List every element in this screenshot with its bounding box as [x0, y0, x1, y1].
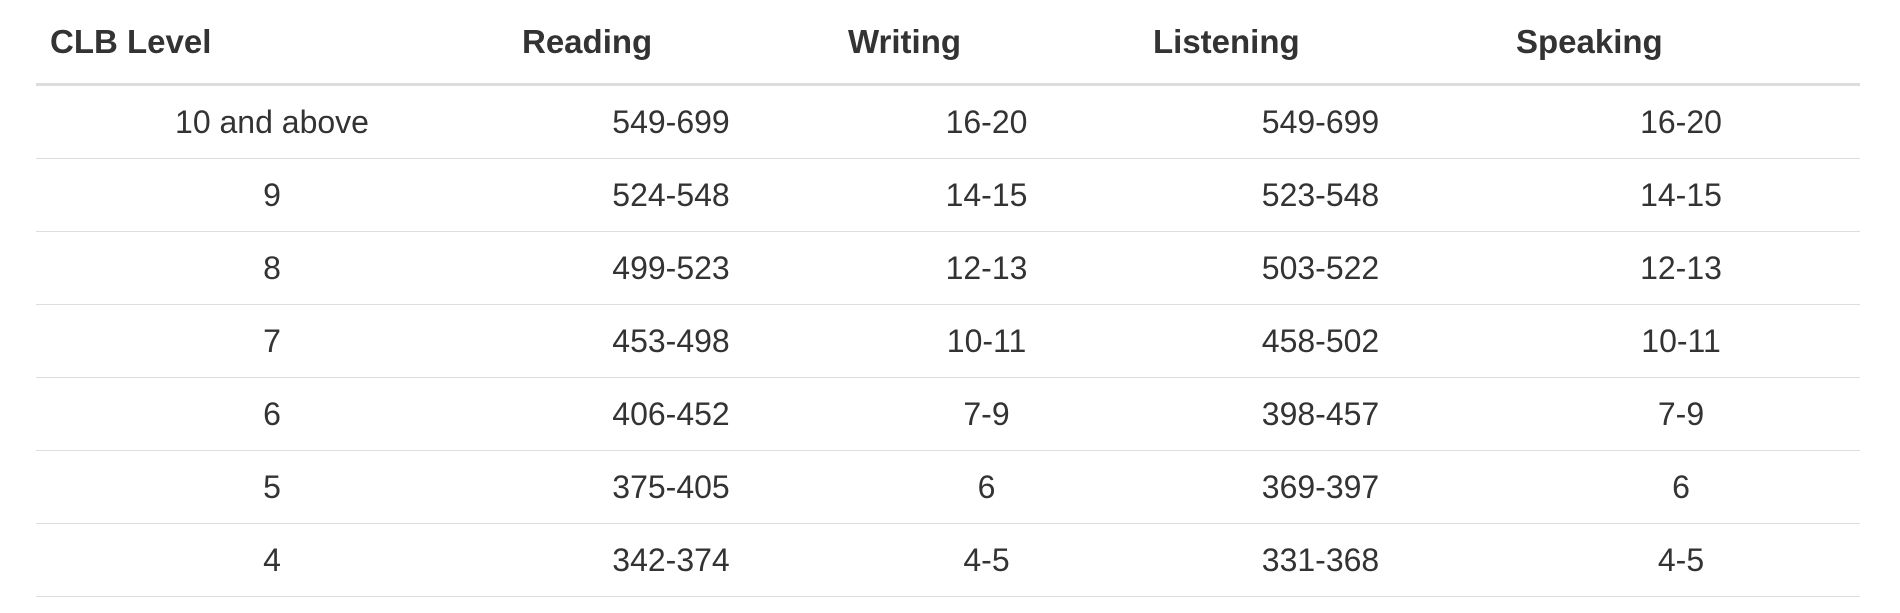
table-row: 4 342-374 4-5 331-368 4-5: [36, 523, 1860, 597]
table-header-row: CLB Level Reading Writing Listening Spea…: [36, 0, 1860, 86]
cell-reading: 499-523: [508, 231, 834, 305]
column-header-listening: Listening: [1139, 0, 1502, 86]
cell-reading: 453-498: [508, 304, 834, 378]
cell-clb-level: 6: [36, 377, 508, 451]
cell-clb-level: 4: [36, 523, 508, 597]
cell-listening: 331-368: [1139, 523, 1502, 597]
column-header-reading: Reading: [508, 0, 834, 86]
cell-clb-level: 8: [36, 231, 508, 305]
cell-writing: 12-13: [834, 231, 1139, 305]
cell-listening: 369-397: [1139, 450, 1502, 524]
cell-clb-level: 7: [36, 304, 508, 378]
table-header: CLB Level Reading Writing Listening Spea…: [36, 0, 1860, 86]
column-header-writing: Writing: [834, 0, 1139, 86]
cell-reading: 406-452: [508, 377, 834, 451]
cell-writing: 7-9: [834, 377, 1139, 451]
cell-listening: 549-699: [1261, 103, 1380, 140]
table-row: 6 406-452 7-9 398-457 7-9: [36, 377, 1860, 451]
cell-listening: 523-548: [1139, 158, 1502, 232]
table-row: 8 499-523 12-13 503-522 12-13: [36, 231, 1860, 305]
cell-listening: 503-522: [1139, 231, 1502, 305]
cell-speaking: 6: [1502, 450, 1860, 524]
cell-speaking: 12-13: [1502, 231, 1860, 305]
clb-score-table-container: CLB Level Reading Writing Listening Spea…: [36, 0, 1860, 597]
cell-listening: 398-457: [1139, 377, 1502, 451]
cell-speaking: 14-15: [1502, 158, 1860, 232]
cell-reading: 375-405: [508, 450, 834, 524]
cell-clb-level: 5: [36, 450, 508, 524]
table-row: 9 524-548 14-15 523-548 14-15: [36, 158, 1860, 232]
cell-reading: 342-374: [508, 523, 834, 597]
cell-writing: 4-5: [834, 523, 1139, 597]
cell-listening: 458-502: [1139, 304, 1502, 378]
table-row: 5 375-405 6 369-397 6: [36, 450, 1860, 524]
cell-clb-level: 10 and above: [175, 103, 369, 140]
column-header-clb-level: CLB Level: [36, 0, 508, 86]
table-body: 10 and above 549-699 16-20 549-699 16-20…: [36, 85, 1860, 597]
cell-speaking: 16-20: [1640, 103, 1722, 140]
cell-speaking: 4-5: [1502, 523, 1860, 597]
cell-writing: 14-15: [834, 158, 1139, 232]
cell-writing: 6: [834, 450, 1139, 524]
cell-speaking: 7-9: [1502, 377, 1860, 451]
cell-writing: 16-20: [945, 103, 1028, 140]
cell-clb-level: 9: [36, 158, 508, 232]
column-header-speaking: Speaking: [1502, 0, 1860, 86]
clb-score-table: CLB Level Reading Writing Listening Spea…: [36, 0, 1860, 597]
table-row: 10 and above 549-699 16-20 549-699 16-20: [36, 85, 1860, 159]
cell-reading: 549-699: [612, 103, 730, 140]
table-row: 7 453-498 10-11 458-502 10-11: [36, 304, 1860, 378]
cell-reading: 524-548: [508, 158, 834, 232]
cell-writing: 10-11: [834, 304, 1139, 378]
cell-speaking: 10-11: [1502, 304, 1860, 378]
